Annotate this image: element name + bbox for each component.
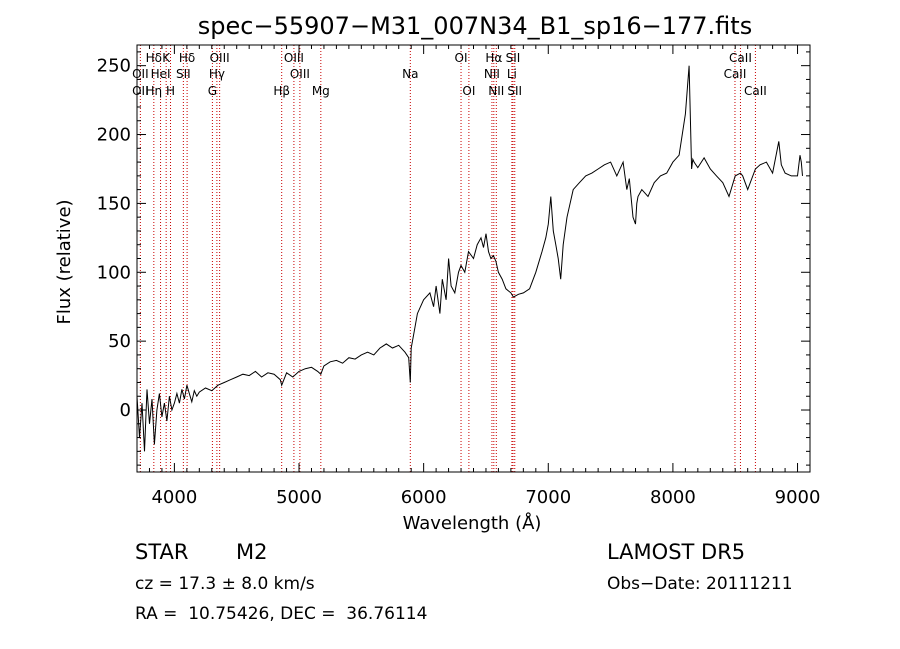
- marker-label: OIII: [210, 51, 230, 65]
- marker-label: CaII: [724, 67, 747, 81]
- marker-label: Hη: [146, 84, 163, 98]
- marker-label: SII: [507, 84, 522, 98]
- y-tick-label: 0: [120, 400, 131, 421]
- x-tick-label: 7000: [525, 487, 571, 508]
- marker-label: OII: [132, 67, 149, 81]
- y-axis: 0 50 100 150 200 250: [97, 51, 810, 466]
- marker-label: Hδ: [146, 51, 162, 65]
- y-tick-label: 250: [97, 56, 131, 77]
- y-tick-label: 100: [97, 262, 131, 283]
- x-tick-label: 6000: [401, 487, 447, 508]
- marker-label: Li: [507, 67, 517, 81]
- redshift-value: cz = 17.3 ± 8.0 km/s: [135, 574, 315, 594]
- marker-label: OIII: [290, 67, 310, 81]
- marker-label: Hδ: [179, 51, 195, 65]
- x-tick-label: 5000: [276, 487, 322, 508]
- y-axis-label: Flux (relative): [54, 199, 75, 324]
- chart-title: spec−55907−M31_007N34_B1_sp16−177.fits: [198, 12, 752, 40]
- marker-label: H: [166, 84, 175, 98]
- observation-date: Obs−Date: 20111211: [607, 574, 793, 594]
- y-tick-label: 200: [97, 125, 131, 146]
- marker-label: NII: [484, 67, 500, 81]
- marker-label: NII: [488, 84, 504, 98]
- object-subclass: M2: [236, 540, 268, 564]
- y-tick-label: 150: [97, 193, 131, 214]
- spectrum-line: [136, 65, 803, 452]
- y-tick-label: 50: [108, 331, 131, 352]
- marker-label: OI: [455, 51, 468, 65]
- marker-label: CaII: [744, 84, 767, 98]
- marker-label: OII: [132, 84, 149, 98]
- marker-label: Mg: [312, 84, 330, 98]
- marker-label: Na: [402, 67, 418, 81]
- marker-label: Hβ: [273, 84, 290, 98]
- x-tick-label: 4000: [151, 487, 197, 508]
- marker-label: Hγ: [209, 67, 225, 81]
- marker-label: G: [208, 84, 217, 98]
- marker-label: SII: [506, 51, 521, 65]
- x-axis: 4000 5000 6000 7000 8000 9000: [136, 45, 821, 508]
- x-axis-label: Wavelength (Å): [403, 512, 542, 534]
- object-class: STAR: [135, 540, 189, 564]
- marker-label: HeI: [151, 67, 171, 81]
- coordinates: RA = 10.75426, DEC = 36.76114: [135, 604, 428, 624]
- survey-name: LAMOST DR5: [607, 540, 746, 564]
- marker-label: OIII: [284, 51, 304, 65]
- marker-label: SII: [176, 67, 191, 81]
- marker-label: Hα: [485, 51, 502, 65]
- marker-label: K: [162, 51, 171, 65]
- marker-label: CaII: [729, 51, 752, 65]
- x-tick-label: 8000: [650, 487, 696, 508]
- marker-label: OI: [462, 84, 475, 98]
- x-tick-label: 9000: [775, 487, 821, 508]
